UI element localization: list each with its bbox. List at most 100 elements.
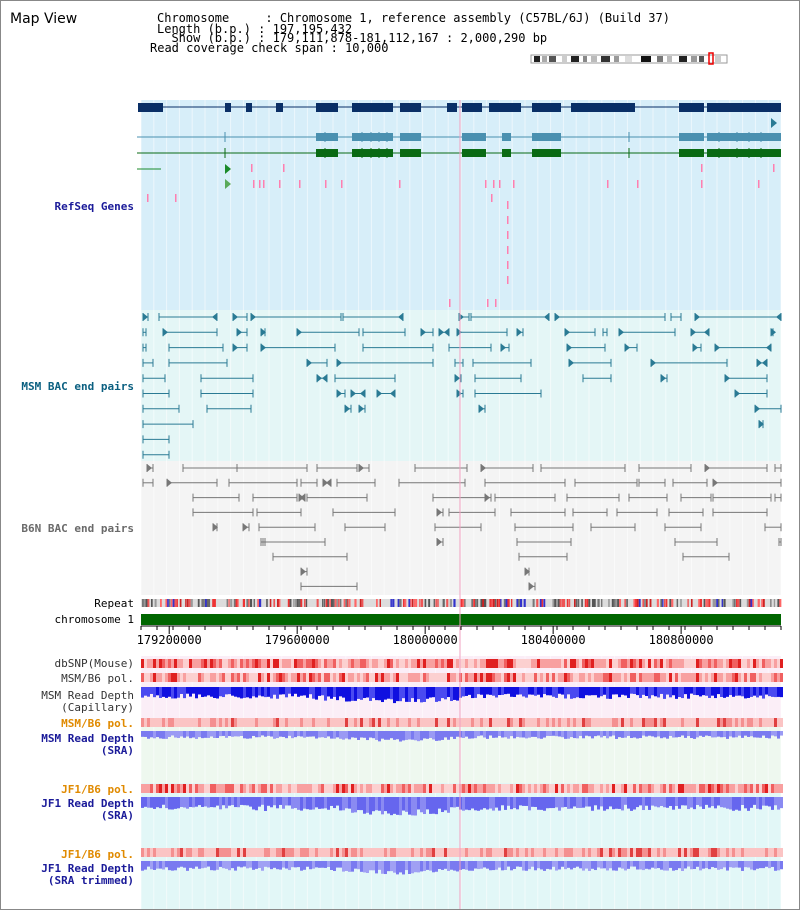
- chromosome-bar[interactable]: [141, 614, 781, 625]
- repeat-element: [637, 599, 639, 607]
- jf1-b6-pol-2-cell: [672, 848, 675, 857]
- refseq-genes-track[interactable]: [137, 103, 781, 307]
- msm-capillary-depth-bar: [510, 687, 513, 697]
- jf1-trimmed-depth-bar: [699, 861, 702, 871]
- dbsnp-cell: [255, 659, 258, 668]
- jf1-b6-pol-2-cell: [564, 848, 567, 857]
- msm-b6-pol-2-cell: [333, 718, 336, 727]
- b6n-bac-pair-arrow: [437, 538, 442, 546]
- msm-b6-pol-2-cell: [318, 718, 321, 727]
- jf1-b6-pol-2-cell: [474, 848, 477, 857]
- jf1-b6-pol-cell: [291, 784, 294, 793]
- repeat-element: [464, 599, 466, 607]
- msm-b6-pol-2-cell: [147, 718, 150, 727]
- dbsnp-cell: [528, 659, 531, 668]
- msm-sra-depth-bar: [684, 731, 687, 738]
- msm-b6-pol-2-cell: [525, 718, 528, 727]
- jf1-b6-pol-cell: [615, 784, 618, 793]
- repeat-track[interactable]: [141, 599, 782, 607]
- msm-capillary-depth-bar: [483, 687, 486, 699]
- jf1-b6-pol-cell: [252, 784, 255, 793]
- axis-tick-label: 180000000: [393, 633, 458, 647]
- jf1-trimmed-depth-bar: [534, 861, 537, 871]
- msm-capillary-depth-bar: [414, 687, 417, 702]
- msm-capillary-depth-bar: [501, 687, 504, 695]
- jf1-sra-depth-bar: [162, 797, 165, 805]
- msm-bac-pair-arrow: [569, 358, 574, 367]
- jf1-trimmed-depth-bar: [471, 861, 474, 871]
- msm-b6-pol-2-cell: [657, 718, 660, 727]
- dbsnp-cell: [543, 659, 546, 668]
- jf1-sra-depth-bar: [543, 797, 546, 811]
- jf1-sra-depth-bar: [201, 797, 204, 807]
- msm-b6-pol-cell: [201, 673, 204, 682]
- repeat-element: [705, 599, 708, 607]
- msm-capillary-depth-bar: [645, 687, 648, 697]
- msm-b6-pol-cell: [261, 673, 264, 682]
- msm-sra-depth-bar: [525, 731, 528, 739]
- msm-b6-pol-2-cell: [384, 718, 387, 727]
- jf1-trimmed-depth-bar: [780, 861, 783, 870]
- jf1-trimmed-depth-bar: [225, 861, 228, 869]
- msm-b6-pol-2-cell: [510, 718, 513, 727]
- dbsnp-cell: [195, 659, 198, 668]
- info-key: Read coverage check span: [150, 41, 331, 55]
- msm-capillary-depth-bar: [141, 687, 144, 698]
- jf1-sra-depth-bar: [342, 797, 345, 811]
- msm-b6-pol-2-cell: [582, 718, 585, 727]
- msm-capillary-depth-bar: [693, 687, 696, 695]
- msm-sra-depth-bar: [477, 731, 480, 737]
- dbsnp-cell: [369, 659, 372, 668]
- msm-capillary-depth-bar: [360, 687, 363, 700]
- jf1-b6-pol-cell: [399, 784, 402, 793]
- jf1-sra-depth-bar: [420, 797, 423, 813]
- jf1-trimmed-depth-bar: [663, 861, 666, 871]
- track-label-dbsnp: dbSNP(Mouse): [54, 657, 134, 670]
- pink-mark: [513, 180, 515, 188]
- coverage-tracks[interactable]: [141, 659, 783, 875]
- msm-b6-pol-2-cell: [699, 718, 702, 727]
- jf1-b6-pol-cell: [714, 784, 717, 793]
- msm-capillary-depth-bar: [603, 687, 606, 695]
- chromosome-ideogram[interactable]: [530, 52, 728, 65]
- dbsnp-cell: [423, 659, 426, 668]
- msm-capillary-depth-bar: [420, 687, 423, 703]
- msm-b6-pol-2-cell: [303, 718, 306, 727]
- msm-b6-pol-2-cell: [285, 718, 288, 727]
- dbsnp-cell: [261, 659, 264, 668]
- b6n-bac-track[interactable]: [142, 464, 782, 591]
- jf1-b6-pol-cell: [684, 784, 687, 793]
- msm-b6-pol-2-cell: [444, 718, 447, 727]
- dbsnp-cell: [327, 659, 330, 668]
- jf1-sra-depth-bar: [291, 797, 294, 809]
- msm-b6-pol-cell: [726, 673, 729, 682]
- track-label-jf1-depth-trim-sub: (SRA trimmed): [47, 874, 134, 887]
- repeat-element: [201, 599, 204, 607]
- dbsnp-cell: [651, 659, 654, 668]
- jf1-b6-pol-2-cell: [477, 848, 480, 857]
- dbsnp-cell: [426, 659, 429, 668]
- jf1-b6-pol-cell: [594, 784, 597, 793]
- jf1-trimmed-depth-bar: [669, 861, 672, 868]
- msm-b6-pol-2-cell: [612, 718, 615, 727]
- jf1-trimmed-depth-bar: [363, 861, 366, 873]
- dbsnp-cell: [258, 659, 261, 668]
- msm-b6-pol-2-cell: [438, 718, 441, 727]
- jf1-sra-depth-bar: [504, 797, 507, 810]
- jf1-trimmed-depth-bar: [519, 861, 522, 867]
- dbsnp-cell: [714, 659, 717, 668]
- jf1-trimmed-depth-bar: [759, 861, 762, 869]
- jf1-trimmed-depth-bar: [267, 861, 270, 868]
- msm-capillary-depth-bar: [411, 687, 414, 699]
- dbsnp-cell: [240, 659, 243, 668]
- msm-b6-pol-2-cell: [270, 718, 273, 727]
- jf1-trimmed-depth-bar: [456, 861, 459, 872]
- jf1-sra-depth-bar: [639, 797, 642, 806]
- msm-b6-pol-cell: [249, 673, 252, 682]
- msm-b6-pol-2-cell: [528, 718, 531, 727]
- jf1-b6-pol-cell: [711, 784, 714, 793]
- b6n-bac-pair-arrow: [326, 478, 331, 487]
- repeat-element: [608, 599, 610, 607]
- msm-bac-track[interactable]: [142, 313, 782, 459]
